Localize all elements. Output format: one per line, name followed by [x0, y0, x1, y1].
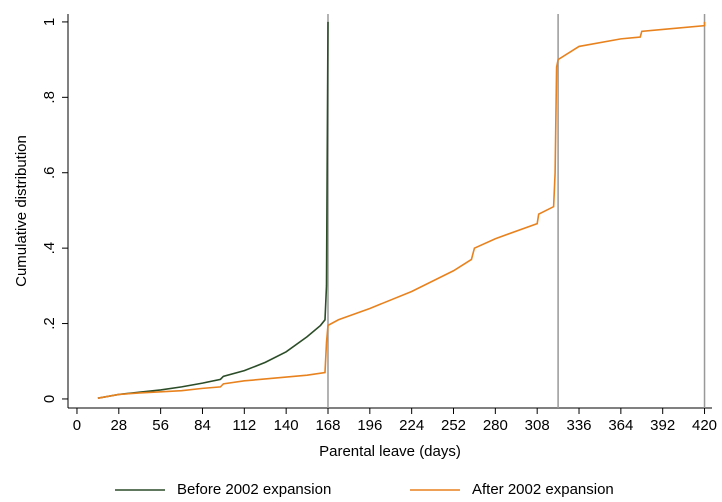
y-axis-title: Cumulative distribution [13, 135, 30, 287]
x-axis-title: Parental leave (days) [319, 443, 461, 460]
x-tick-label: 224 [399, 417, 424, 434]
y-tick-label: 1 [41, 18, 58, 26]
x-tick-label: 252 [441, 417, 466, 434]
x-tick-label: 56 [152, 417, 169, 434]
y-tick-label: .8 [41, 91, 58, 104]
x-tick-label: 336 [567, 417, 592, 434]
x-tick-label: 168 [315, 417, 340, 434]
x-tick-label: 112 [232, 417, 256, 434]
legend-label: Before 2002 expansion [177, 481, 331, 498]
x-tick-label: 308 [525, 417, 550, 434]
x-tick-label: 392 [650, 417, 675, 434]
y-tick-label: .6 [41, 166, 58, 179]
x-tick-label: 420 [692, 417, 717, 434]
x-tick-label: 280 [483, 417, 508, 434]
y-tick-label: .4 [41, 242, 58, 255]
x-tick-label: 140 [274, 417, 299, 434]
series-line [97, 21, 329, 399]
x-tick-label: 196 [357, 417, 382, 434]
series-line [97, 21, 706, 399]
x-tick-label: 0 [73, 417, 81, 434]
y-tick-label: .2 [41, 317, 58, 330]
legend-label: After 2002 expansion [472, 481, 614, 498]
x-tick-label: 84 [194, 417, 211, 434]
x-tick-label: 364 [608, 417, 633, 434]
y-tick-label: 0 [41, 395, 58, 403]
x-tick-label: 28 [110, 417, 127, 434]
